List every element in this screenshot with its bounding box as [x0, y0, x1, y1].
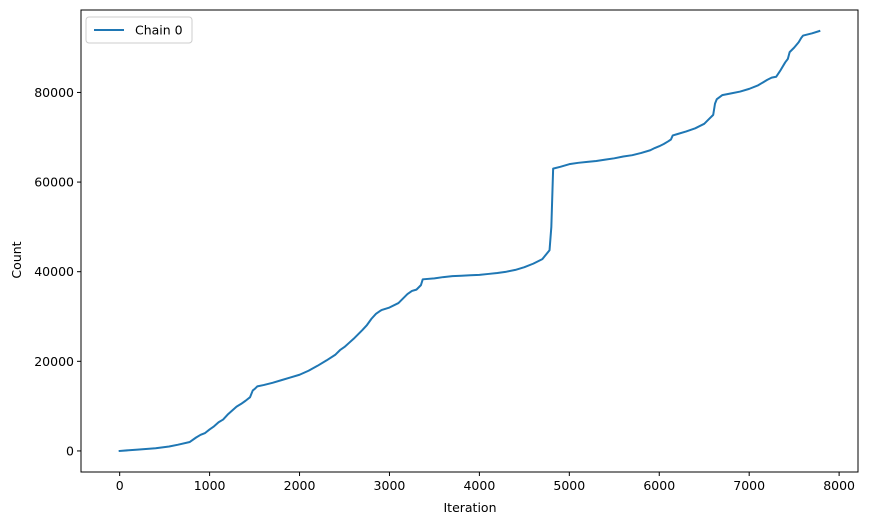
axes-frame	[80, 9, 859, 473]
y-tick-label: 60000	[34, 175, 74, 190]
legend-box	[85, 16, 193, 44]
x-axis-ticks: 0 1000 2000 3000 4000 5000 6000 7000 8000	[116, 472, 855, 493]
series-line-0	[118, 29, 821, 453]
plot-area	[80, 9, 859, 473]
y-tick-label: 20000	[34, 354, 74, 369]
x-tick-label: 1000	[194, 478, 226, 493]
x-tick-label: 8000	[823, 478, 855, 493]
legend: Chain 0	[85, 16, 193, 44]
y-tick-label: 80000	[34, 85, 74, 100]
y-tick-label: 0	[66, 443, 74, 458]
x-tick-label: 0	[116, 478, 124, 493]
x-tick-label: 4000	[463, 478, 495, 493]
x-tick-label: 5000	[553, 478, 585, 493]
x-tick-label: 6000	[643, 478, 675, 493]
y-axis-label: Count	[9, 241, 24, 278]
x-axis-label: Iteration	[443, 500, 496, 515]
y-axis-ticks: 0 20000 40000 60000 80000	[34, 85, 81, 458]
x-tick-label: 2000	[284, 478, 316, 493]
x-tick-label: 7000	[733, 478, 765, 493]
legend-label-chain-0: Chain 0	[135, 23, 183, 38]
y-tick-label: 40000	[34, 264, 74, 279]
x-tick-label: 3000	[374, 478, 406, 493]
